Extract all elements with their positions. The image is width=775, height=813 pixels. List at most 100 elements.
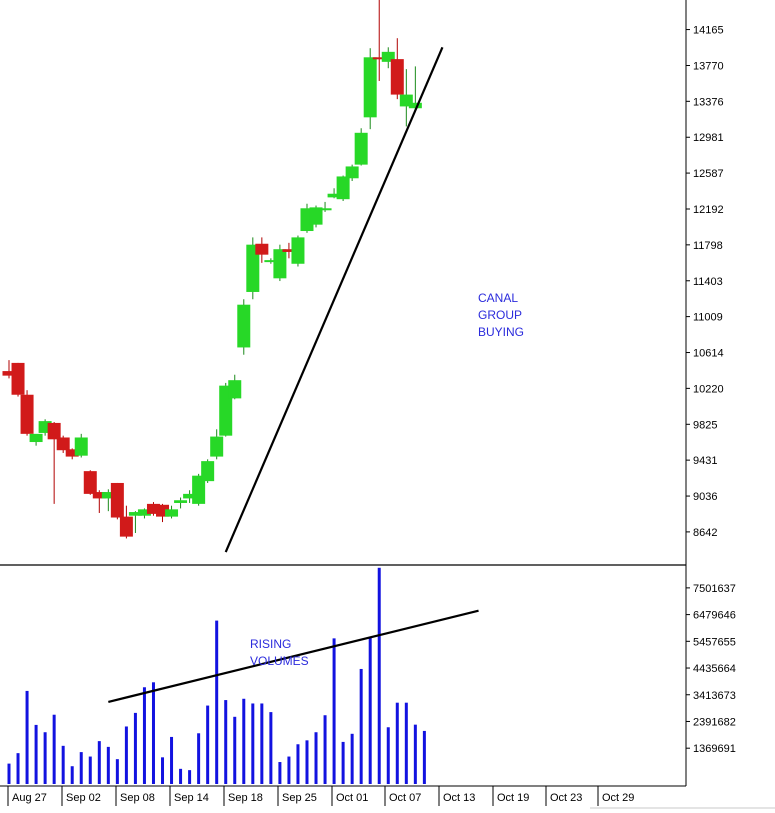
note-line: GROUP [478,308,522,322]
candle-body [110,482,124,518]
candle [318,201,332,212]
candle-body [201,461,215,482]
volume-bar [161,757,165,784]
candle-body [408,102,422,109]
candle [146,502,160,516]
candle-body [174,500,188,503]
volume-tick-label: 5457655 [693,636,736,648]
candle [264,258,278,264]
candle-body [38,421,52,433]
volume-bar [413,724,417,784]
volume-tick-label: 3413673 [693,690,736,702]
candle-body [291,237,305,264]
candle [309,205,323,228]
note-line: VOLUMES [250,654,309,668]
rising-volumes-note: RISING VOLUMES [250,637,309,668]
candle-body [372,57,386,60]
volume-bar [115,759,119,784]
volume-tick-label: 1369691 [693,743,736,755]
candle-body [354,132,368,165]
candle-body [101,492,115,499]
candle [381,47,395,69]
candle [38,419,52,436]
candle [2,360,16,379]
volume-bar [359,668,363,784]
price-tick-label: 10220 [693,383,724,395]
candle [282,242,296,259]
volume-bar [34,724,38,784]
candle [29,433,43,446]
candle [56,435,70,453]
date-label: Oct 01 [336,792,368,804]
volume-bar [305,740,309,784]
volume-tick-label: 7501637 [693,583,736,595]
price-panel [2,0,444,553]
candle [246,237,260,300]
date-label: Oct 23 [550,792,582,804]
candle-body [119,516,133,537]
volume-bar [350,733,354,784]
price-trendline [224,46,444,553]
candle [345,164,359,181]
candle-body [165,509,179,517]
candle-body [74,437,88,456]
candle [273,244,287,282]
note-line: RISING [250,637,291,651]
candle [399,69,413,127]
candle-body [282,249,296,252]
candle-body [390,59,404,95]
candle [20,390,34,436]
price-tick-label: 9825 [693,419,717,431]
candle-body [56,437,70,451]
candle-body [47,422,61,440]
note-line: BUYING [478,325,524,339]
price-tick-label: 11798 [693,240,723,252]
canal-group-buying-note: CANAL GROUP BUYING [478,291,524,339]
candle [165,505,179,519]
candle [156,503,170,523]
volume-tick-label: 6479646 [693,610,736,622]
candle-body [83,471,97,494]
volume-bar [70,766,74,784]
volume-bar [242,698,246,784]
volume-panel [7,567,479,784]
volume-bar [395,702,399,784]
date-label: Oct 29 [602,792,634,804]
volume-bar [188,770,192,784]
price-tick-label: 14165 [693,25,724,37]
candle [74,433,88,458]
date-label: Sep 25 [282,792,317,804]
candle [327,188,341,199]
candle [354,128,368,166]
volume-bar [43,732,47,784]
volume-bar [124,726,128,784]
volume-bar [61,745,65,784]
price-tick-label: 10614 [693,348,724,360]
candle-body [228,380,242,399]
price-tick-label: 9036 [693,491,717,503]
date-label: Sep 18 [228,792,263,804]
volume-bar [260,703,264,784]
candle [92,490,106,513]
volume-bar [16,753,20,784]
candle-body [327,193,341,198]
candle [291,235,305,267]
price-tick-label: 12192 [693,204,724,216]
candle-body [65,449,79,457]
candle-body [264,260,278,263]
candle [183,490,197,503]
candle [137,508,151,519]
candle [228,374,242,400]
candle-body [318,208,332,211]
volume-bar [215,620,219,784]
candle-body [273,249,287,279]
volume-bar [386,727,390,784]
candle-body [336,176,350,200]
candle [119,505,133,539]
candle-body [363,57,377,118]
volume-tick-label: 2391682 [693,716,736,728]
candle-body [309,207,323,225]
volume-bar [52,714,56,784]
candle [47,422,61,504]
candle-body [156,504,170,517]
